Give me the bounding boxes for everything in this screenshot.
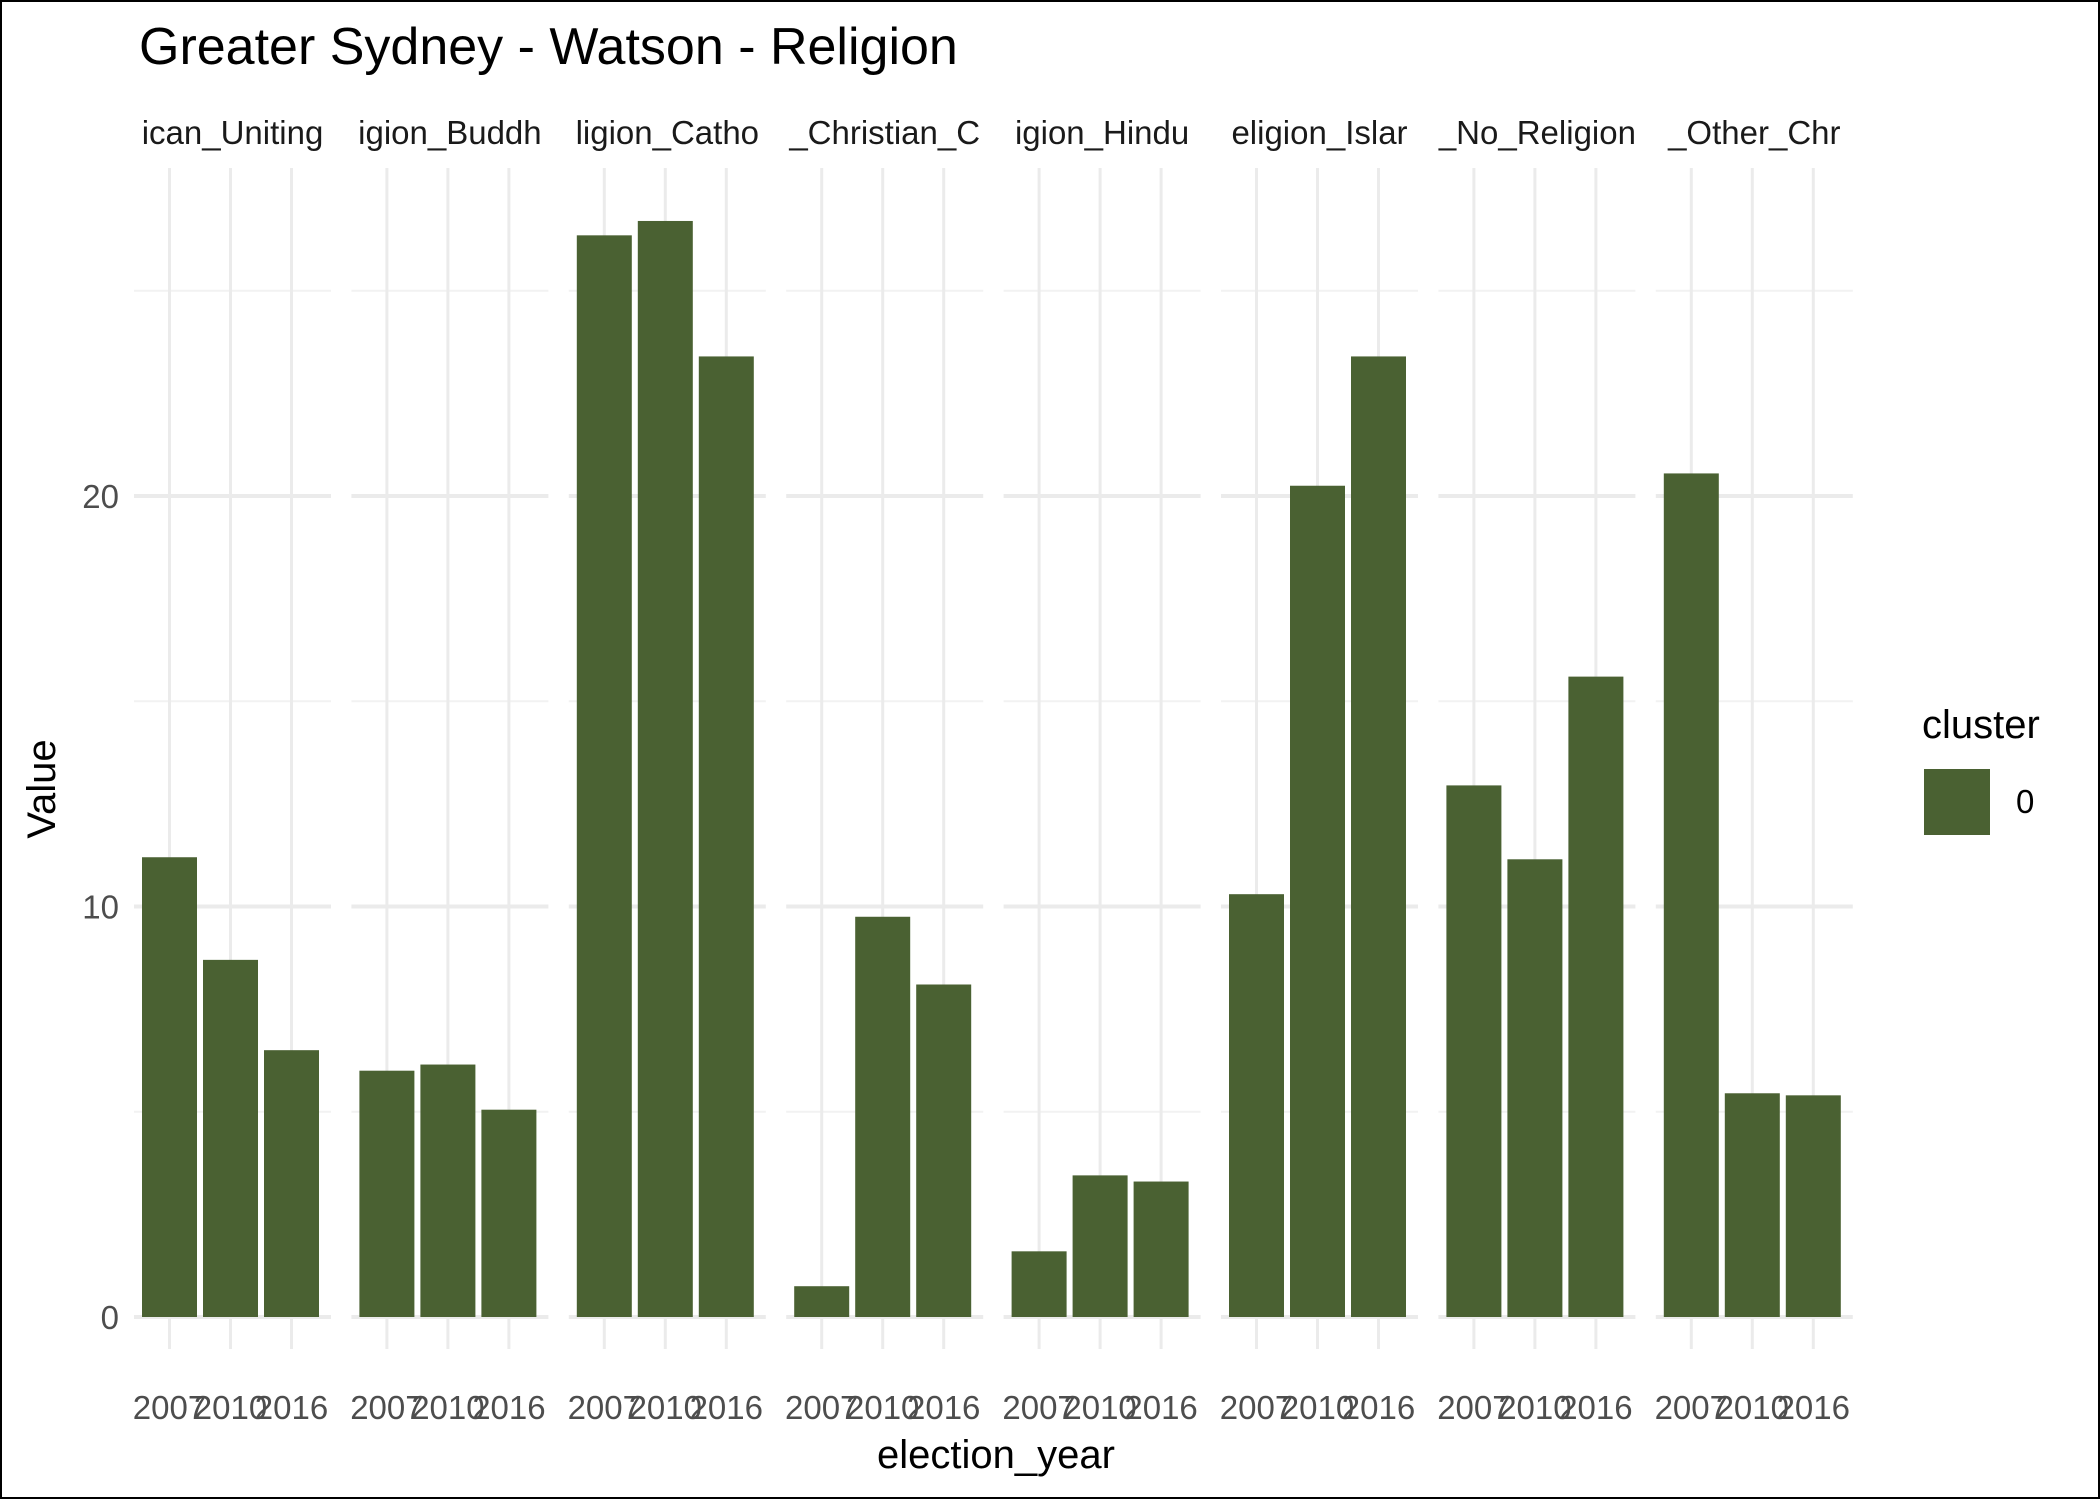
bar <box>855 916 911 1317</box>
bar <box>698 356 754 1317</box>
x-tick-label: 2016 <box>1559 1389 1632 1426</box>
x-tick-label: 2010 <box>1498 1389 1571 1426</box>
x-tick-label: 2007 <box>568 1389 641 1426</box>
bar <box>420 1064 476 1317</box>
facet-strip-label: _Christian_C <box>788 114 980 151</box>
bar <box>1568 676 1624 1317</box>
facet-strip-label: eligion_Islar <box>1231 114 1407 151</box>
legend-label-0: 0 <box>2016 783 2034 820</box>
facet-strip-label: igion_Buddh <box>358 114 542 151</box>
legend-title: cluster <box>1922 703 2040 747</box>
bar <box>481 1109 537 1317</box>
x-tick-label: 2016 <box>907 1389 980 1426</box>
facet-strip-label: _Other_Chr <box>1667 114 1840 151</box>
bar <box>1351 356 1406 1317</box>
y-axis: 0 10 20 <box>82 478 119 1336</box>
x-tick-label: 2016 <box>1777 1389 1850 1426</box>
facet-panels: ican_Uniting200720102016igion_Buddh20072… <box>133 114 1853 1426</box>
bar <box>1446 785 1502 1317</box>
chart-title: Greater Sydney - Watson - Religion <box>139 18 958 76</box>
bar <box>1785 1095 1841 1317</box>
y-axis-title: Value <box>20 739 64 838</box>
bar <box>916 984 972 1317</box>
bar <box>1663 473 1719 1317</box>
x-tick-label: 2010 <box>1281 1389 1354 1426</box>
x-tick-label: 2007 <box>785 1389 858 1426</box>
legend: cluster 0 <box>1922 703 2040 835</box>
legend-key-0 <box>1924 769 1990 835</box>
x-tick-label: 2007 <box>1220 1389 1293 1426</box>
bar <box>142 857 197 1317</box>
x-axis-title: election_year <box>877 1433 1115 1477</box>
x-tick-label: 2007 <box>1655 1389 1728 1426</box>
x-tick-label: 2010 <box>629 1389 702 1426</box>
x-tick-label: 2010 <box>1063 1389 1136 1426</box>
x-tick-label: 2010 <box>1716 1389 1789 1426</box>
x-tick-label: 2010 <box>411 1389 484 1426</box>
facet-strip-label: igion_Hindu <box>1015 114 1189 151</box>
bar <box>1724 1093 1780 1317</box>
bar <box>576 235 632 1317</box>
bar <box>203 959 258 1317</box>
x-tick-label: 2010 <box>194 1389 267 1426</box>
bar <box>637 220 693 1318</box>
bar <box>359 1070 415 1317</box>
x-tick-label: 2007 <box>1437 1389 1510 1426</box>
facet-strip-label: _No_Religion <box>1437 114 1636 151</box>
bar <box>1133 1181 1189 1317</box>
bar <box>1290 485 1345 1317</box>
y-tick-label: 10 <box>82 889 119 926</box>
facet-strip-label: ligion_Catho <box>576 114 759 151</box>
x-tick-label: 2016 <box>690 1389 763 1426</box>
bar <box>1507 859 1563 1317</box>
bar <box>264 1050 319 1317</box>
x-tick-label: 2010 <box>846 1389 919 1426</box>
x-tick-label: 2007 <box>350 1389 423 1426</box>
x-tick-label: 2016 <box>1342 1389 1415 1426</box>
bar <box>794 1286 850 1317</box>
x-tick-label: 2016 <box>472 1389 545 1426</box>
facet-strip-label: ican_Uniting <box>142 114 324 151</box>
x-tick-label: 2016 <box>255 1389 328 1426</box>
bar <box>1229 894 1284 1317</box>
y-tick-label: 20 <box>82 478 119 515</box>
bar <box>1011 1251 1067 1317</box>
bar <box>1072 1175 1128 1317</box>
x-tick-label: 2007 <box>1002 1389 1075 1426</box>
y-tick-label: 0 <box>101 1299 119 1336</box>
x-tick-label: 2016 <box>1124 1389 1197 1426</box>
x-tick-label: 2007 <box>133 1389 206 1426</box>
